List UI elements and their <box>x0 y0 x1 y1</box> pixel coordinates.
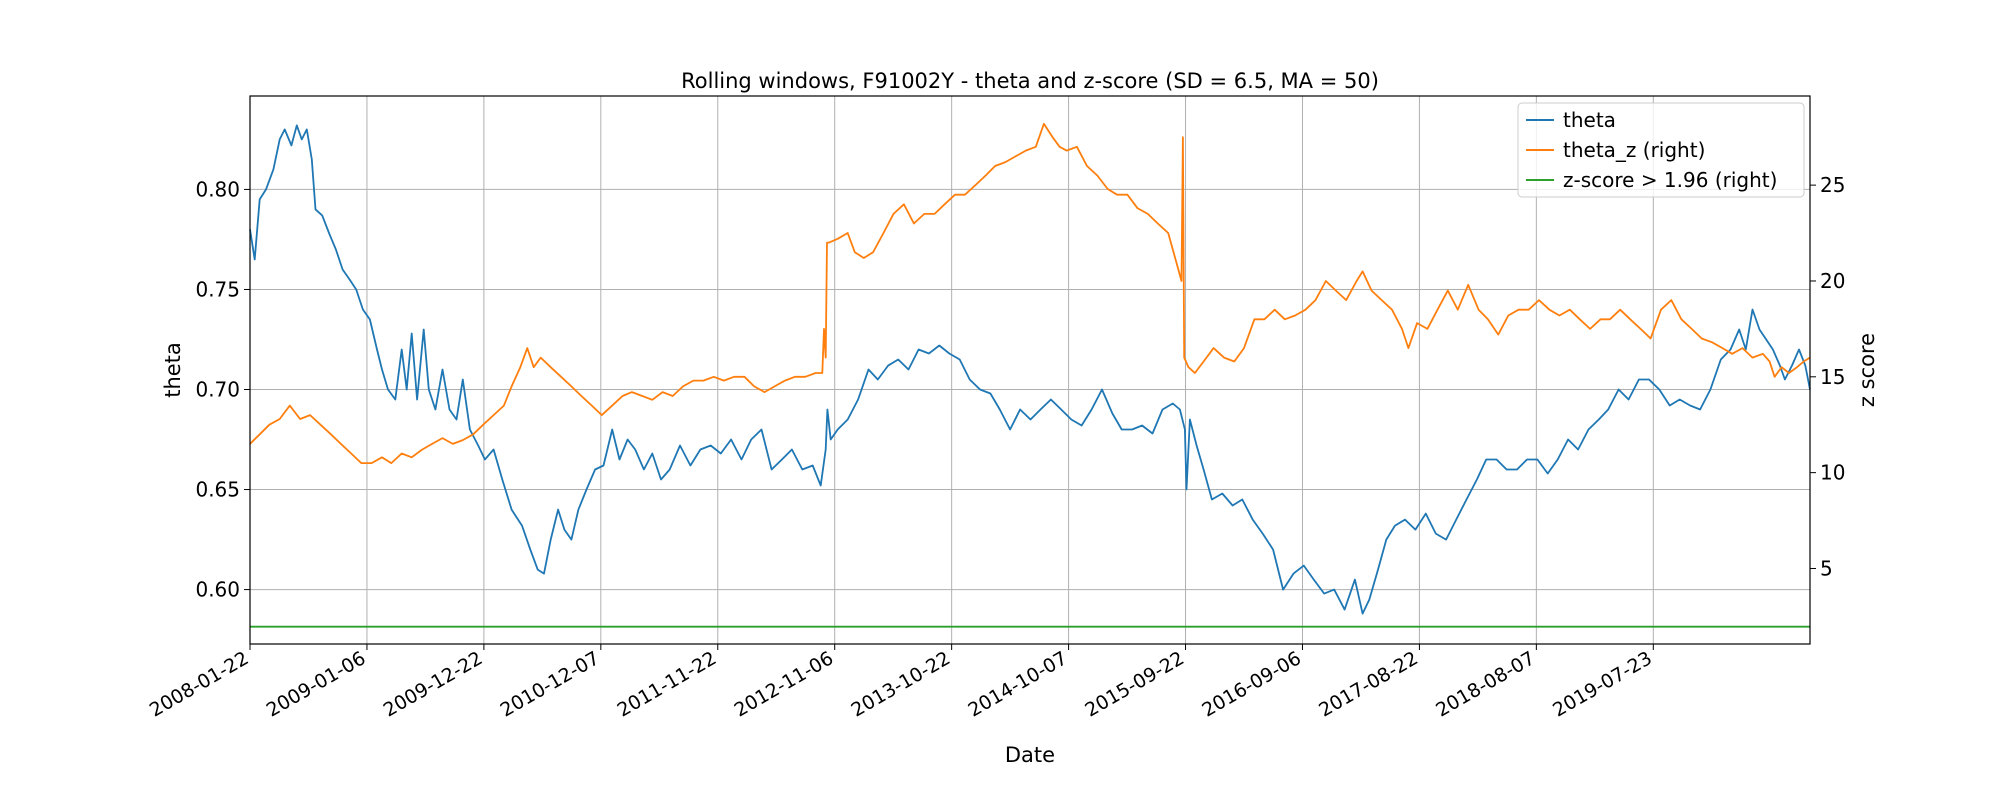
series-line-2 <box>249 122 1811 465</box>
legend-label: z-score > 1.96 (right) <box>1563 168 1777 192</box>
y-tick-label-left: 0.65 <box>195 478 240 502</box>
y-tick-label-right: 10 <box>1820 461 1845 485</box>
y-tick-label-left: 0.75 <box>195 277 240 301</box>
y-tick-label-right: 15 <box>1820 365 1845 389</box>
y-tick-label-left: 0.80 <box>195 177 240 201</box>
y-tick-label-left: 0.60 <box>195 578 240 602</box>
series-line-1 <box>249 124 1811 615</box>
legend-label: theta <box>1563 108 1616 132</box>
y-axis-label-right: z score <box>1855 333 1879 407</box>
x-axis-label: Date <box>1005 743 1055 767</box>
plot-frame <box>249 95 1811 645</box>
y-tick-label-right: 20 <box>1820 269 1845 293</box>
legend-label: theta_z (right) <box>1563 138 1705 162</box>
legend: theta theta_z (right) z-score > 1.96 (righ… <box>1517 102 1805 198</box>
y-tick-label-left: 0.70 <box>195 378 240 402</box>
chart-title: Rolling windows, F91002Y - theta and z-s… <box>681 69 1379 93</box>
y-axis-label-left: theta <box>161 342 185 398</box>
y-tick-label-right: 5 <box>1820 556 1833 580</box>
legend-box <box>1517 102 1805 198</box>
y-tick-label-right: 25 <box>1820 173 1845 197</box>
series-group <box>249 122 1811 628</box>
